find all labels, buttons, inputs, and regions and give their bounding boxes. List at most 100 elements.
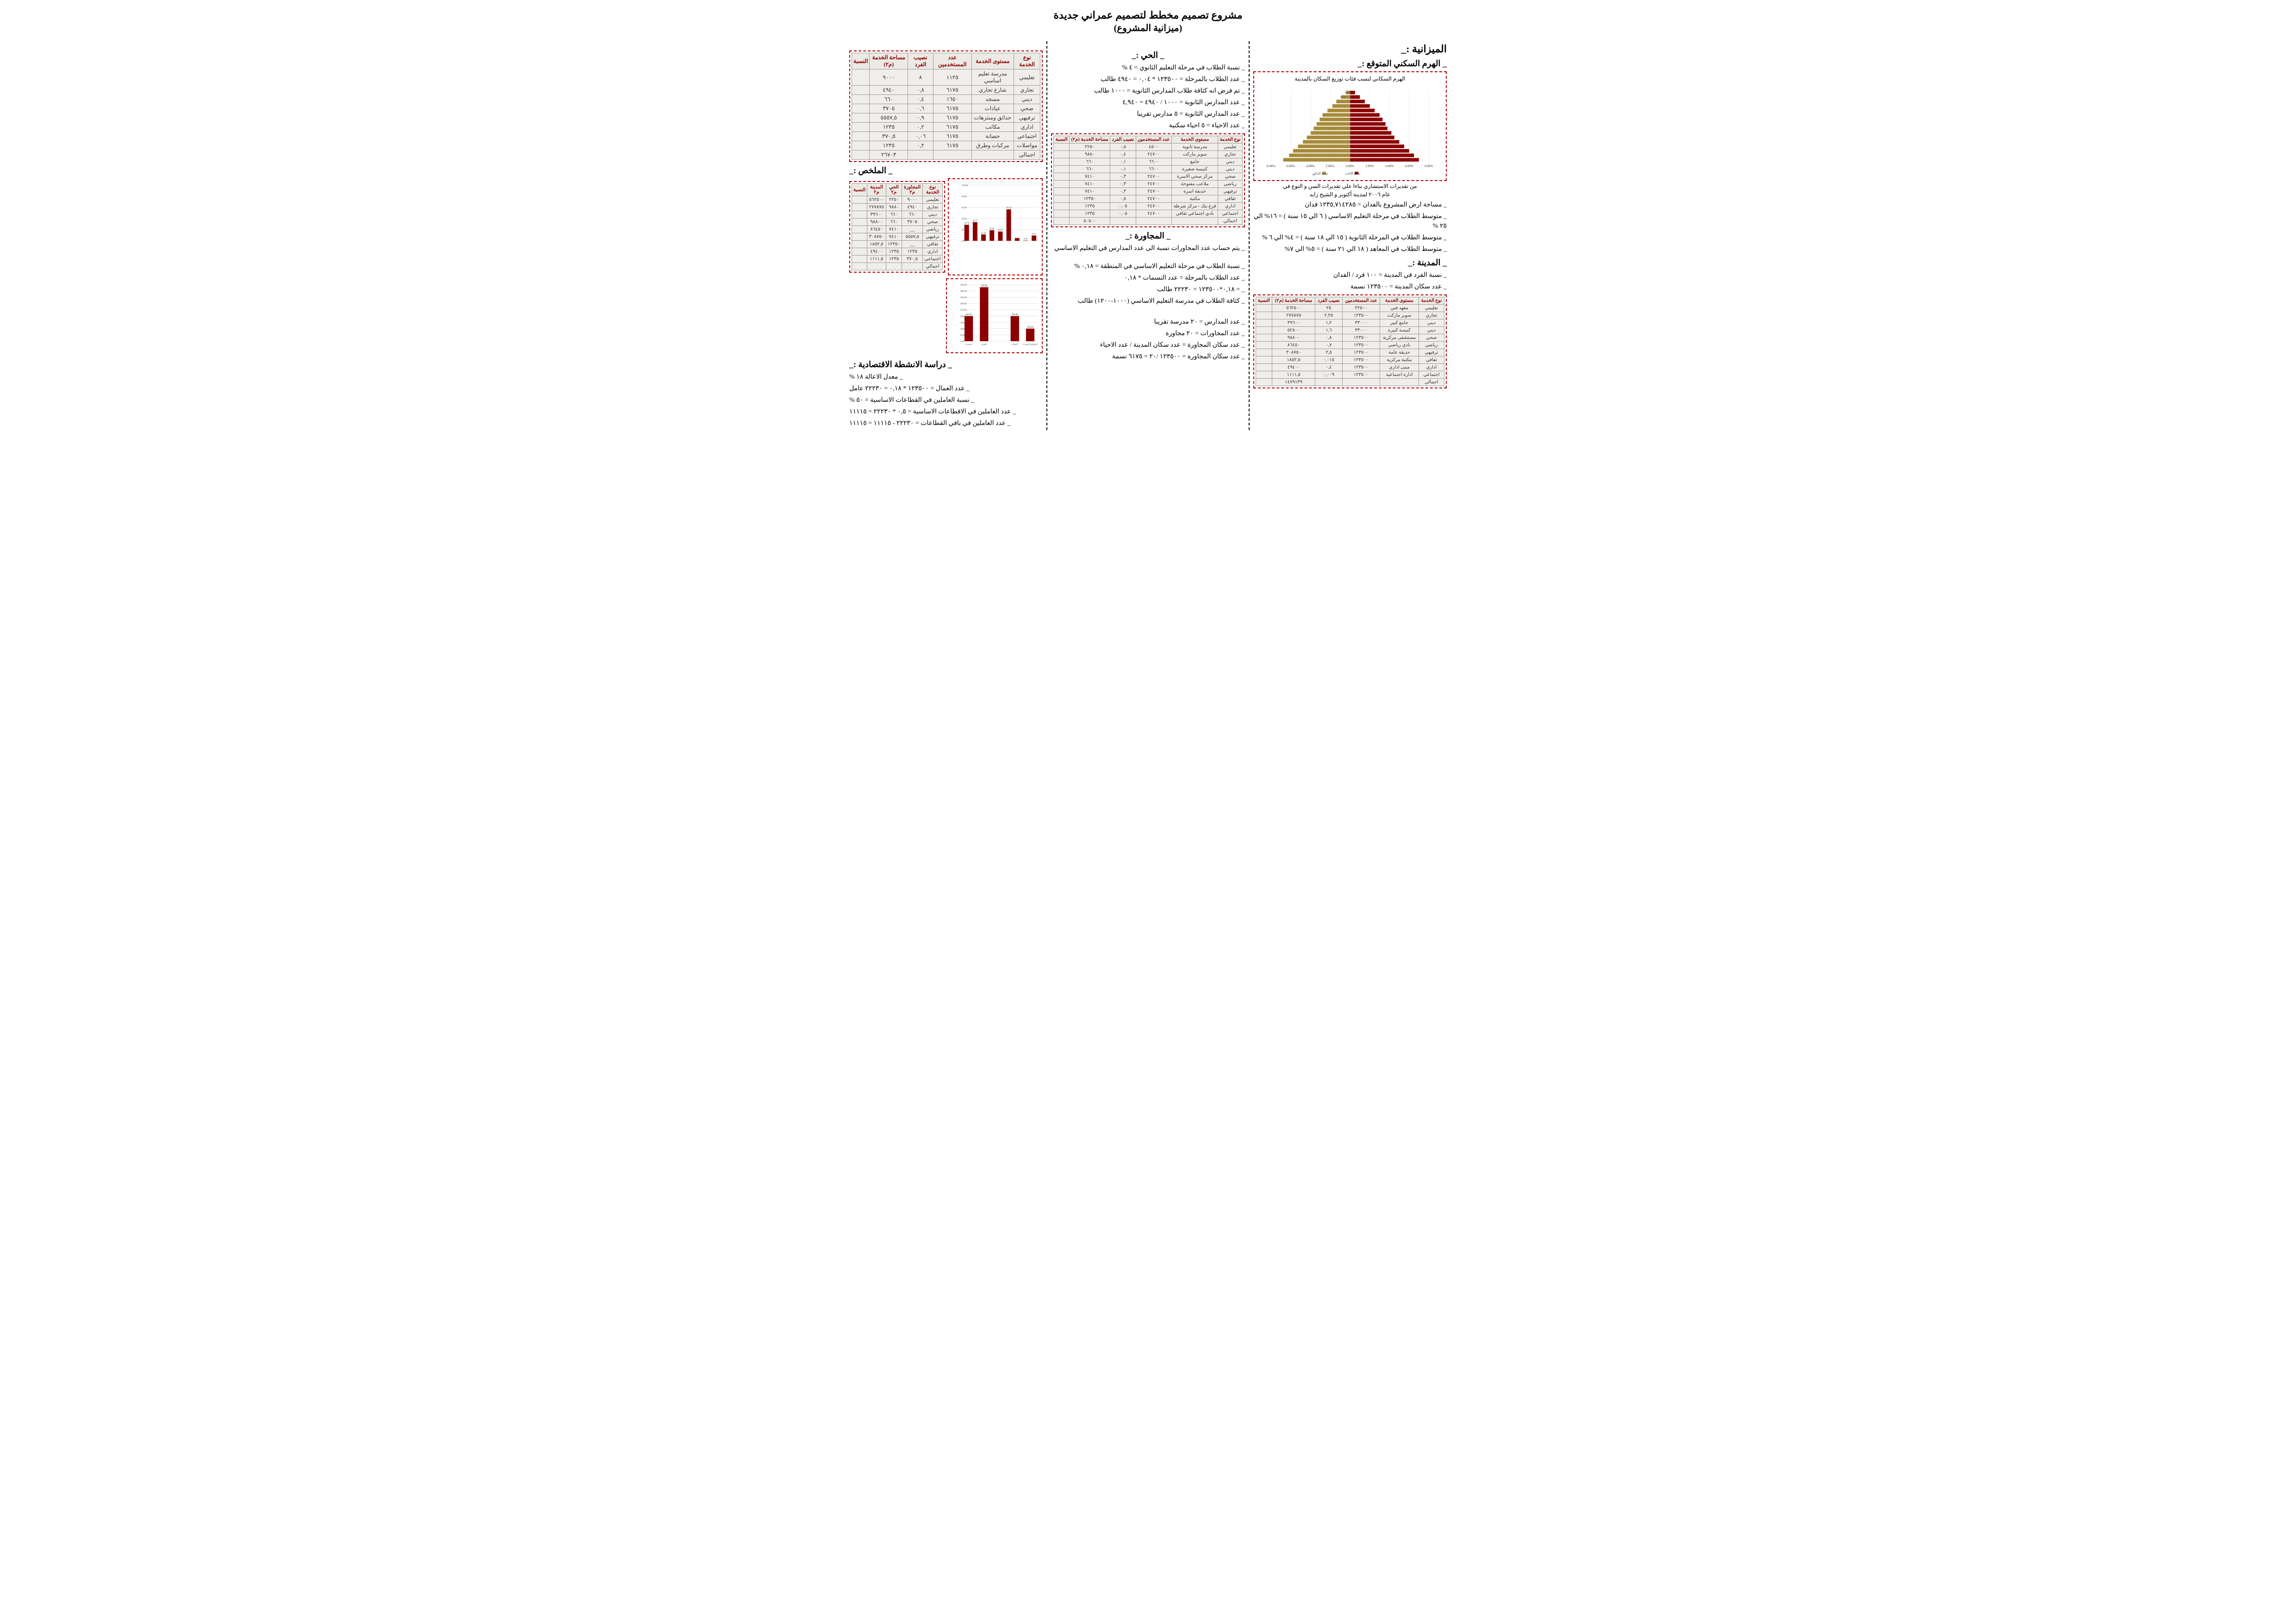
table-row: صحي٣٧٠٥٦٦٠٩٨٨٠٠ <box>852 219 943 226</box>
table-cell <box>852 233 867 241</box>
table-cell: ٠,٤ <box>1110 151 1136 158</box>
bullet-line: عدد المجاورات = ٢٠ مجاورة <box>1051 329 1244 338</box>
table-row: اجمالي٥٠٥٠٠ <box>1054 218 1242 225</box>
table-cell: ترفيهي <box>1218 188 1242 195</box>
table-cell: ٢٤٧٠٠ <box>1136 210 1171 218</box>
table-cell: ١٢٣٥٠٠ <box>1342 371 1380 379</box>
bullet-line: عدد المدارس الثانوية = ١٠٠٠ / ٤٩٤٠ = ٤,٩… <box>1051 98 1244 107</box>
col-summary: نوع الخدمةمستوى الخدمةعدد المستخدميننصيب… <box>846 41 1045 430</box>
table-cell: ٦٦٠ <box>902 211 923 219</box>
table-cell <box>971 150 1014 160</box>
table-row: ترفيهيحدائق ومنتزهات٦١٧٥٠,٩٥٥٥٧,٥ <box>852 113 1040 123</box>
table-cell: تجاري <box>922 204 942 211</box>
table-cell: ١٢٣٥٠٠ <box>1342 342 1380 349</box>
bullet-line: عدد العاملين في باقي القطاعات = ٢٢٢٣٠ - … <box>849 418 1043 428</box>
svg-text:4.00%: 4.00% <box>1385 164 1394 168</box>
table-cell: ٢٤٧٠٠ <box>1136 181 1171 188</box>
table-cell: ٠,٠٦ <box>908 132 933 141</box>
svg-text:الاسكان: الاسكان <box>1012 343 1019 345</box>
table-header: مساحة الخدمة (م٢) <box>870 53 908 69</box>
table-header: مستوى الخدمة <box>971 53 1014 69</box>
svg-text:الطرق: الطرق <box>981 343 987 346</box>
table-row: ديني٦٦٠٦٦٠٣٩٦٠٠ <box>852 211 943 219</box>
table-cell <box>1054 158 1070 166</box>
chart2-box: 0.0050.00100.00150.00200.00250.00300.003… <box>946 278 1043 353</box>
svg-text:28.79: 28.79 <box>964 223 970 225</box>
table-cell: ٢٤٧٠٠ <box>1136 203 1171 210</box>
table-row: دينيجامع كبير٣٣٠٠٠١,٢٣٩٦٠٠ <box>1256 319 1444 327</box>
table-cell: ٠,٠١٥ <box>1315 356 1342 364</box>
table-cell: شارع تجاري <box>971 86 1014 95</box>
table-cell: تجاري <box>1014 86 1040 95</box>
table-row: ترفيهي٥٥٥٧,٥٧٤١٠٣٠٨٧٥٠ <box>852 233 943 241</box>
table-cell: ثقافي <box>1419 356 1444 364</box>
table-cell: ١٢٣٥٠ <box>886 241 902 248</box>
table-header: نصيب الفرد <box>1110 136 1136 144</box>
svg-text:2.00%: 2.00% <box>1365 164 1374 168</box>
table-cell: ثقافي <box>1218 195 1242 203</box>
table-cell <box>1315 379 1342 386</box>
svg-text:60.00: 60.00 <box>962 207 967 209</box>
bullet-line: عدد الطلاب بالمرحلة = ١٢٣٥٠٠ * ٠,٠٤ = ٤٩… <box>1051 75 1244 84</box>
table-row: ثقافي__١٢٣٥٠١٨٥٢,٥ <box>852 241 943 248</box>
table-cell <box>852 104 870 113</box>
table-row: مواصلاتمركبات وطرق٦١٧٥٠,٢١٢٣٥ <box>852 141 1040 150</box>
table-row: رياضينادي رياضي١٢٣٥٠٠٠,٧٨٦٤٥٠ <box>1256 342 1444 349</box>
table-cell: اداري <box>922 248 942 256</box>
svg-text:-6.00%: -6.00% <box>1286 164 1296 168</box>
table-cell <box>852 204 867 211</box>
table-cell: ٦١٧٥ <box>933 132 971 141</box>
table-cell <box>1256 305 1272 312</box>
table-cell: ديني <box>1419 327 1444 334</box>
table-header: نوع الخدمة <box>1419 297 1444 305</box>
table-cell: ترفيهي <box>1014 113 1040 123</box>
table-cell: اجتماعي <box>922 256 942 263</box>
table-row: اجتماعيحضانة٦١٧٥٠,٠٦٣٧٠,٥ <box>852 132 1040 141</box>
table-cell: __ <box>902 241 923 248</box>
table-cell: ١٢٣٥ <box>870 141 908 150</box>
table-cell: ٢٧٧٨٧٥ <box>1272 312 1315 319</box>
table-cell <box>1054 173 1070 181</box>
svg-text:200.00: 200.00 <box>1012 314 1018 316</box>
table-cell: اجتماعي <box>1218 210 1242 218</box>
table-cell: ١٢٣٥ <box>886 256 902 263</box>
neighborhood-table: نوع الخدمةمستوى الخدمةعدد المستخدميننصيب… <box>852 53 1040 160</box>
table-header: مستوى الخدمة <box>1171 136 1218 144</box>
table-cell <box>933 150 971 160</box>
table-cell: ١٢٣٥٠٠ <box>1342 334 1380 342</box>
table-cell: ٠,٣ <box>1110 173 1136 181</box>
table-cell: صحي <box>1218 173 1242 181</box>
table-cell: ٠,١ <box>1110 158 1136 166</box>
svg-text:٦٤.٦٠: ٦٤.٦٠ <box>1340 96 1346 99</box>
table-header: نوع الخدمة <box>922 184 942 196</box>
svg-text:6.00%: 6.00% <box>1405 164 1413 168</box>
svg-text:-8.00%: -8.00% <box>1267 164 1276 168</box>
table-cell: ٦٦٠ <box>886 211 902 219</box>
bullet-line: متوسط الطلاب في مرحلة التعليم الاساسي ( … <box>1253 212 1447 231</box>
bullet-line: عدد المدارس = ٢٠ مدرسة تقريبا <box>1051 317 1244 327</box>
table-cell: ادارة اجتماعية <box>1380 371 1419 379</box>
bar-chart-2: 0.0050.00100.00150.00200.00250.00300.003… <box>948 280 1041 350</box>
table-cell <box>1054 166 1070 173</box>
table-cell: ديني <box>1419 319 1444 327</box>
bullet-line: مساحة ارض المشروع بالفدان = ١٢٣٥,٧١٤٢٨٥ … <box>1253 200 1447 210</box>
table-cell: مركز صحي الاسرة <box>1171 173 1218 181</box>
table-cell: صحي <box>922 219 942 226</box>
table-cell: سوبر ماركت <box>1171 151 1218 158</box>
table-cell: نادي اجتماعي ثقافي <box>1171 210 1218 218</box>
table-cell: ١٢٣٥٠٠ <box>1342 349 1380 356</box>
table-row: صحيمستشفى مركزية١٢٣٥٠٠٠,٨٩٨٨٠٠ <box>1256 334 1444 342</box>
bullet-line: نسبة العاملين في القطاعات الاساسية = ٥٠ … <box>849 395 1043 405</box>
table-header: عدد المستخدمين <box>1342 297 1380 305</box>
table-cell: اداري <box>1014 123 1040 132</box>
table-row: اداريفرع بنك - مركز شرطة٢٤٧٠٠٠,٠٥١٢٣٥ <box>1054 203 1242 210</box>
table-cell: جامع <box>1171 158 1218 166</box>
bullet-line: متوسط الطلاب في المعاهد ( ١٨ الي ٢١ سنة … <box>1253 244 1447 254</box>
table-cell: معهد فني <box>1380 305 1419 312</box>
table-cell: تجاري <box>1218 151 1242 158</box>
table-cell: تعليمي <box>1014 69 1040 86</box>
table-cell: تعليمي <box>1419 305 1444 312</box>
table-header: النسبة <box>852 53 870 69</box>
svg-text:40.00: 40.00 <box>962 218 967 220</box>
table-cell: فرع بنك - مركز شرطة <box>1171 203 1218 210</box>
